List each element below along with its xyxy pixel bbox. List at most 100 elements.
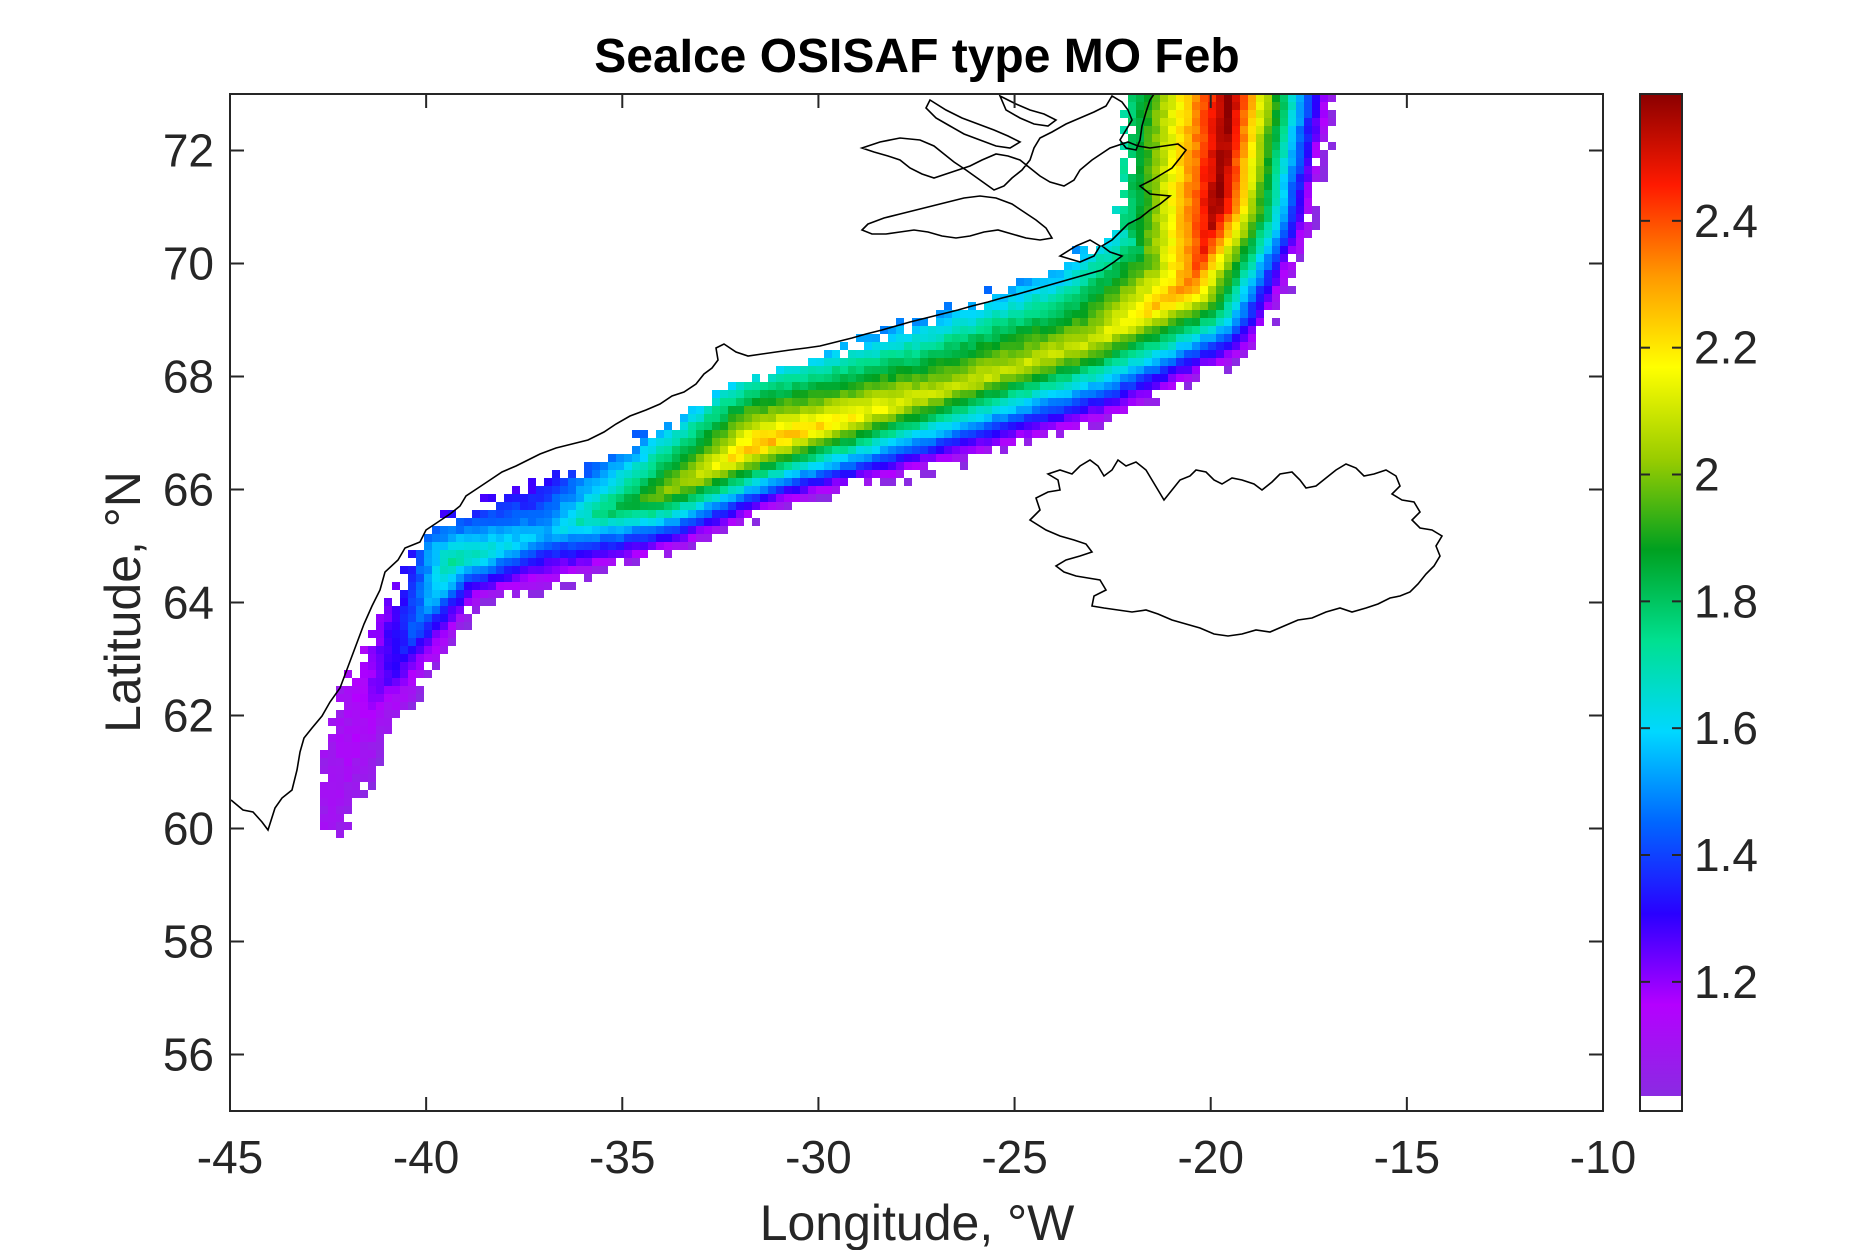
- ice-cell: [872, 470, 880, 478]
- ice-cell: [840, 414, 848, 422]
- ice-cell: [328, 758, 336, 766]
- ice-cell: [408, 702, 416, 710]
- ice-cell: [976, 406, 984, 414]
- ice-cell: [440, 550, 448, 558]
- ice-cell: [560, 518, 568, 526]
- ice-cell: [424, 638, 432, 646]
- ice-cell: [840, 422, 848, 430]
- ice-cell: [368, 670, 376, 678]
- ice-cell: [1120, 398, 1128, 406]
- ice-cell: [1296, 246, 1304, 254]
- ice-cell: [936, 382, 944, 390]
- ice-cell: [696, 438, 704, 446]
- ice-cell: [1144, 310, 1152, 318]
- ice-cell: [800, 438, 808, 446]
- ice-cell: [968, 398, 976, 406]
- ice-cell: [1168, 166, 1176, 174]
- ice-cell: [1152, 134, 1160, 142]
- ice-cell: [1232, 174, 1240, 182]
- ice-cell: [1248, 214, 1256, 222]
- ice-cell: [368, 742, 376, 750]
- ice-cell: [1192, 366, 1200, 374]
- ice-cell: [1024, 302, 1032, 310]
- ice-cell: [976, 382, 984, 390]
- ice-cell: [1248, 94, 1256, 102]
- ice-cell: [408, 574, 416, 582]
- ice-cell: [464, 534, 472, 542]
- ice-cell: [1016, 382, 1024, 390]
- ice-cell: [1240, 238, 1248, 246]
- ice-cell: [1240, 206, 1248, 214]
- ice-cell: [1120, 310, 1128, 318]
- ice-cell: [920, 326, 928, 334]
- ice-cell: [544, 502, 552, 510]
- ice-cell: [816, 358, 824, 366]
- ice-cell: [880, 462, 888, 470]
- ice-cell: [352, 750, 360, 758]
- ice-cell: [1136, 254, 1144, 262]
- ice-cell: [496, 574, 504, 582]
- ice-cell: [1040, 286, 1048, 294]
- ice-cell: [960, 454, 968, 462]
- ice-cell: [952, 366, 960, 374]
- ice-cell: [416, 606, 424, 614]
- ice-cell: [1200, 214, 1208, 222]
- ice-cell: [912, 438, 920, 446]
- ice-cell: [768, 382, 776, 390]
- ice-cell: [1240, 270, 1248, 278]
- ice-cell: [1320, 174, 1328, 182]
- ice-cell: [1224, 310, 1232, 318]
- ice-cell: [392, 646, 400, 654]
- ice-cell: [960, 374, 968, 382]
- ice-cell: [392, 710, 400, 718]
- ice-cell: [1064, 318, 1072, 326]
- ice-cell: [1072, 262, 1080, 270]
- ice-cell: [1240, 254, 1248, 262]
- ice-cell: [504, 574, 512, 582]
- ice-cell: [480, 542, 488, 550]
- ice-cell: [768, 470, 776, 478]
- ice-cell: [672, 470, 680, 478]
- ice-cell: [416, 590, 424, 598]
- ice-cell: [1048, 318, 1056, 326]
- ice-cell: [1264, 254, 1272, 262]
- ice-cell: [888, 438, 896, 446]
- ice-cell: [1176, 182, 1184, 190]
- ice-cell: [1064, 414, 1072, 422]
- ice-cell: [528, 534, 536, 542]
- ice-cell: [664, 550, 672, 558]
- ice-cell: [544, 518, 552, 526]
- ice-cell: [544, 550, 552, 558]
- ice-cell: [1168, 334, 1176, 342]
- ice-cell: [616, 550, 624, 558]
- ice-cell: [1248, 118, 1256, 126]
- ice-cell: [776, 374, 784, 382]
- ice-cell: [1096, 270, 1104, 278]
- ice-cell: [1160, 374, 1168, 382]
- ice-cell: [552, 542, 560, 550]
- ice-cell: [728, 510, 736, 518]
- ice-cell: [928, 334, 936, 342]
- x-axis: -45 -40 -35 -30 -25 -20 -15 -10: [197, 94, 1636, 1183]
- ice-cell: [1208, 270, 1216, 278]
- ice-cell: [360, 710, 368, 718]
- ice-cell: [456, 598, 464, 606]
- ice-cell: [1200, 334, 1208, 342]
- ice-cell: [1056, 270, 1064, 278]
- ice-cell: [1168, 238, 1176, 246]
- ice-cell: [1232, 102, 1240, 110]
- ice-cell: [776, 382, 784, 390]
- ice-cell: [1296, 222, 1304, 230]
- ice-cell: [368, 678, 376, 686]
- ice-cell: [952, 318, 960, 326]
- ice-cell: [1120, 342, 1128, 350]
- ice-cell: [1176, 126, 1184, 134]
- ice-cell: [1160, 94, 1168, 102]
- ice-cell: [792, 398, 800, 406]
- ice-cell: [608, 526, 616, 534]
- ice-cell: [1024, 406, 1032, 414]
- ice-cell: [824, 486, 832, 494]
- ice-cell: [664, 446, 672, 454]
- ice-cell: [728, 382, 736, 390]
- ice-cell: [944, 446, 952, 454]
